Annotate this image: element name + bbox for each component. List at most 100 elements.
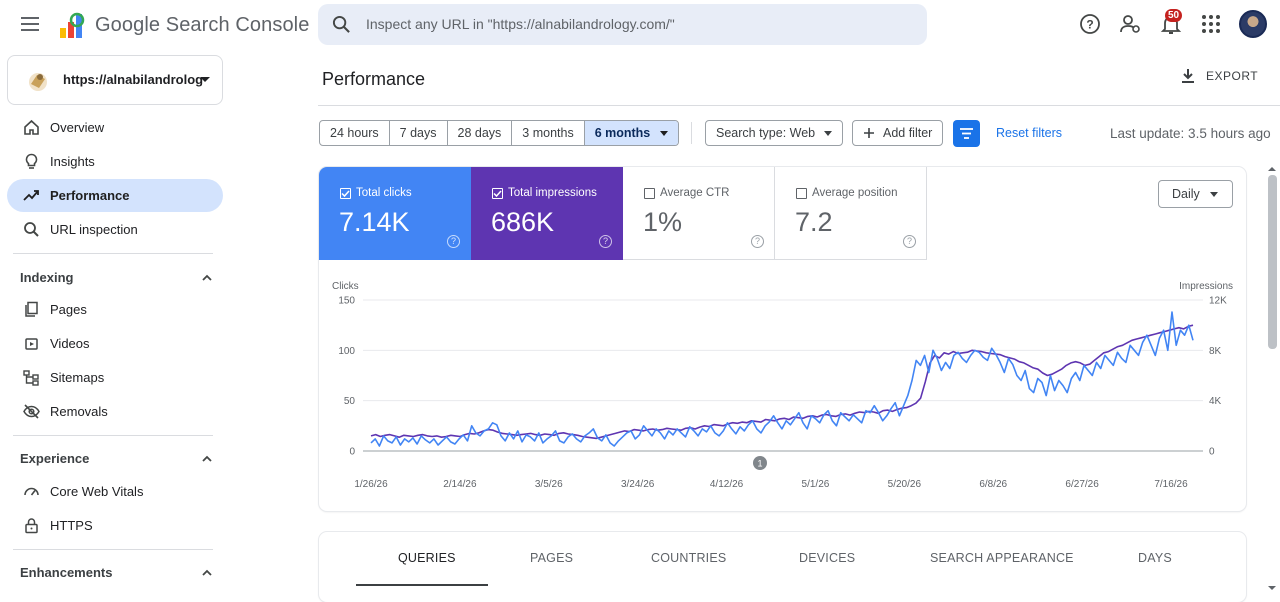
account-avatar[interactable] xyxy=(1239,10,1267,38)
date-range-6-months[interactable]: 6 months xyxy=(584,121,679,145)
nav-url-inspection[interactable]: URL inspection xyxy=(7,213,223,246)
checkbox-checked-icon[interactable] xyxy=(492,188,503,199)
metric-total-clicks[interactable]: Total clicks 7.14K ? xyxy=(319,167,471,260)
dropdown-caret-icon xyxy=(824,130,833,136)
dimension-tabs-card: QUERIES PAGES COUNTRIES DEVICES SEARCH A… xyxy=(319,532,1246,602)
trending-up-icon xyxy=(23,190,39,201)
y-tick-label-right: 4K xyxy=(1209,396,1222,407)
filter-separator xyxy=(691,122,692,144)
search-input[interactable] xyxy=(366,12,906,36)
tab-devices[interactable]: DEVICES xyxy=(799,551,856,565)
nav-label: Performance xyxy=(50,188,130,203)
nav-videos[interactable]: Videos xyxy=(7,327,223,360)
help-icon[interactable]: ? xyxy=(751,235,764,248)
date-label: 6 months xyxy=(594,126,651,140)
section-title: Indexing xyxy=(20,270,74,285)
search-icon xyxy=(24,222,39,237)
y-tick-label-right: 12K xyxy=(1209,296,1227,307)
nav-core-web-vitals[interactable]: Core Web Vitals xyxy=(7,475,223,508)
svg-text:?: ? xyxy=(1086,18,1093,32)
nav-pages[interactable]: Pages xyxy=(7,293,223,326)
date-range-selector: 24 hours 7 days 28 days 3 months 6 month… xyxy=(319,120,680,146)
nav-label: HTTPS xyxy=(50,518,93,533)
add-filter-button[interactable]: Add filter xyxy=(852,120,944,146)
nav-label: Core Web Vitals xyxy=(50,484,144,499)
search-type-filter[interactable]: Search type: Web xyxy=(705,120,844,146)
property-url: https://alnabilandrology.com/ xyxy=(63,72,203,87)
metric-average-ctr[interactable]: Average CTR 1% ? xyxy=(623,167,775,260)
help-icon[interactable]: ? xyxy=(903,235,916,248)
nav-insights[interactable]: Insights xyxy=(7,145,223,178)
sidebar-divider xyxy=(13,435,213,436)
main-content: Performance EXPORT 24 hours 7 days 28 da… xyxy=(318,50,1280,602)
metric-label: Total clicks xyxy=(356,187,412,199)
help-icon[interactable]: ? xyxy=(1079,13,1101,35)
annotation-marker xyxy=(753,456,767,470)
manage-users-icon[interactable] xyxy=(1119,13,1141,35)
plus-icon xyxy=(864,128,874,138)
dropdown-caret-icon xyxy=(200,77,210,82)
hamburger-menu-icon[interactable] xyxy=(20,14,40,34)
scroll-thumb[interactable] xyxy=(1268,175,1277,349)
date-range-3-months[interactable]: 3 months xyxy=(512,121,585,145)
y-tick-label-right: 8K xyxy=(1209,346,1222,357)
date-label: 24 hours xyxy=(330,126,379,140)
section-header-enhancements[interactable]: Enhancements xyxy=(20,564,215,584)
checkbox-checked-icon[interactable] xyxy=(340,188,351,199)
metric-average-position[interactable]: Average position 7.2 ? xyxy=(775,167,927,260)
help-icon[interactable]: ? xyxy=(447,235,460,248)
dropdown-caret-icon xyxy=(1209,191,1218,197)
x-tick-label: 3/24/26 xyxy=(621,479,655,490)
url-inspection-search-bar[interactable] xyxy=(318,4,927,45)
filter-settings-button[interactable] xyxy=(953,120,980,147)
pages-icon xyxy=(25,301,38,317)
speed-icon xyxy=(24,487,39,496)
date-range-7-days[interactable]: 7 days xyxy=(390,121,448,145)
section-header-indexing[interactable]: Indexing xyxy=(20,269,215,289)
sidebar-divider xyxy=(13,253,213,254)
apps-grid-icon[interactable] xyxy=(1200,13,1222,35)
tab-days[interactable]: DAYS xyxy=(1138,551,1172,565)
last-update-text: Last update: 3.5 hours ago xyxy=(1110,126,1271,141)
nav-overview[interactable]: Overview xyxy=(7,111,223,144)
chevron-up-icon xyxy=(202,274,212,281)
scroll-down-arrow-icon[interactable] xyxy=(1266,584,1278,592)
tab-search-appearance[interactable]: SEARCH APPEARANCE xyxy=(930,551,1074,565)
y-axis-label-right: Impressions xyxy=(1179,281,1233,292)
section-title: Experience xyxy=(20,451,90,466)
tab-queries[interactable]: QUERIES xyxy=(398,551,456,565)
tab-countries[interactable]: COUNTRIES xyxy=(651,551,727,565)
x-tick-label: 3/5/26 xyxy=(535,479,563,490)
date-range-28-days[interactable]: 28 days xyxy=(448,121,513,145)
nav-https[interactable]: HTTPS xyxy=(7,509,223,542)
search-icon xyxy=(332,15,350,33)
checkbox-unchecked-icon[interactable] xyxy=(796,188,807,199)
metric-value: 1% xyxy=(643,207,683,237)
y-tick-label-left: 0 xyxy=(349,447,355,458)
page-scrollbar[interactable] xyxy=(1266,165,1278,594)
reset-filters-link[interactable]: Reset filters xyxy=(996,126,1062,140)
checkbox-unchecked-icon[interactable] xyxy=(644,188,655,199)
x-tick-label: 7/16/26 xyxy=(1154,479,1188,490)
date-range-24-hours[interactable]: 24 hours xyxy=(320,121,390,145)
help-icon[interactable]: ? xyxy=(599,235,612,248)
nav-sitemaps[interactable]: Sitemaps xyxy=(7,361,223,394)
x-tick-label: 6/8/26 xyxy=(979,479,1007,490)
metric-total-impressions[interactable]: Total impressions 686K ? xyxy=(471,167,623,260)
nav-performance[interactable]: Performance xyxy=(7,179,223,212)
x-tick-label: 5/1/26 xyxy=(802,479,830,490)
property-selector[interactable]: https://alnabilandrology.com/ xyxy=(7,55,223,105)
export-button[interactable]: EXPORT xyxy=(1180,68,1258,84)
metric-value: 7.14K xyxy=(339,207,410,237)
home-icon xyxy=(24,119,39,135)
section-header-experience[interactable]: Experience xyxy=(20,450,215,470)
brand-name[interactable]: Google Search Console xyxy=(95,14,310,36)
search-type-label: Search type: Web xyxy=(716,126,816,140)
nav-removals[interactable]: Removals xyxy=(7,395,223,428)
sidebar: https://alnabilandrology.com/ Overview I… xyxy=(0,50,240,594)
scroll-up-arrow-icon[interactable] xyxy=(1266,165,1278,173)
granularity-dropdown[interactable]: Daily xyxy=(1158,180,1233,208)
dropdown-caret-icon xyxy=(660,130,669,136)
metric-label: Average position xyxy=(812,187,898,199)
tab-pages[interactable]: PAGES xyxy=(530,551,574,565)
